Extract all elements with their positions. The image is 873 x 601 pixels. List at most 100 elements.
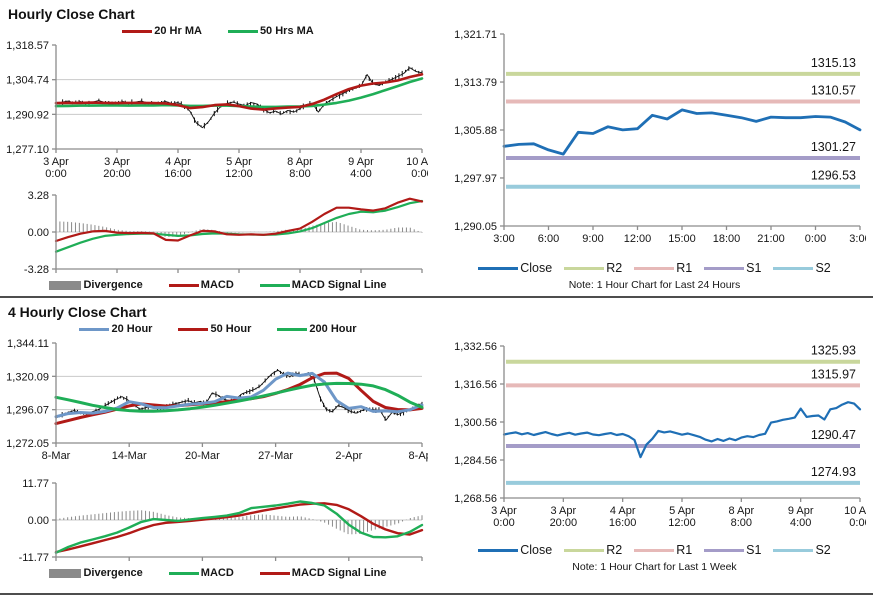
hourly-price-x-tick: 4:00 — [350, 168, 371, 180]
pivot-1week-x-tick: 8 Apr — [728, 505, 754, 517]
hourly-price-x-tick: 4 Apr — [165, 156, 191, 168]
pivot-24h-x-tick: 15:00 — [668, 233, 696, 245]
pivot-1week-x-tick: 20:00 — [550, 517, 578, 529]
legend-item-r2: R2 — [564, 543, 622, 557]
legend-label: S2 — [815, 261, 831, 275]
four-hourly-section: 4 Hourly Close Chart 20 Hour 50 Hour 200 H… — [0, 298, 873, 595]
legend-label: R1 — [676, 543, 693, 557]
legend-swatch — [478, 266, 519, 270]
hourly-price-x-tick: 8 Apr — [287, 156, 313, 168]
legend-item-divergence: Divergence — [49, 567, 143, 579]
legend-swatch — [634, 266, 675, 270]
legend-swatch — [122, 29, 153, 33]
hourly-macd-series-macd — [54, 197, 424, 243]
level-label-r1: 1310.57 — [811, 84, 856, 98]
legend-swatch — [259, 571, 290, 575]
legend-label: S1 — [746, 543, 762, 557]
pivot-24h-y-tick: 1,290.05 — [454, 221, 497, 233]
hourly-price-x-tick: 16:00 — [164, 168, 192, 180]
fourhourly-macd-series-macd — [54, 500, 424, 554]
fourhourly-price-x-tick: 2-Apr — [335, 450, 362, 462]
legend-label: R1 — [676, 261, 693, 275]
level-label-r2: 1325.93 — [811, 344, 856, 358]
pivot-24h-chart: 1315.13 1310.57 1301.27 1296.53 1,321.71 1,31… — [454, 29, 866, 245]
pivot-1week-x-tick: 0:00 — [493, 517, 514, 529]
legend-item-20-hr-ma: 20 Hr MA — [122, 25, 202, 37]
pivot-1week-x-tick: 12:00 — [668, 517, 696, 529]
pivot-24h-x-tick: 21:00 — [757, 233, 785, 245]
legend-swatch — [634, 548, 675, 552]
legend-swatch — [168, 283, 199, 287]
legend-swatch — [704, 548, 745, 552]
pivot-1week-x-tick: 16:00 — [609, 517, 637, 529]
legend-item-s2: S2 — [773, 261, 831, 275]
legend-label: S2 — [815, 543, 831, 557]
legend-item-20-hour: 20 Hour — [79, 323, 152, 335]
legend-swatch — [478, 548, 519, 552]
pivot-1week-y-tick: 1,332.56 — [454, 341, 497, 353]
level-label-s2: 1296.53 — [811, 169, 856, 183]
legend-swatch — [178, 327, 209, 331]
pivot-1week-x-tick: 3 Apr — [491, 505, 517, 517]
pivot-1week-panel: 1325.93 1315.97 1290.47 1274.93 1,332.56 1,31… — [436, 298, 873, 593]
pivot-1week-x-tick: 8:00 — [731, 517, 752, 529]
fourhourly-price-x-tick: 8-Apr — [409, 450, 428, 462]
pivot-24h-panel: 1315.13 1310.57 1301.27 1296.53 1,321.71 1,31… — [436, 0, 873, 296]
level-label-r2: 1315.13 — [811, 56, 856, 70]
legend-label: Divergence — [83, 567, 143, 579]
fourhourly-price-series-200-hour — [54, 381, 424, 413]
legend-swatch — [227, 29, 258, 33]
legend-label: MACD — [200, 567, 234, 579]
hourly-price-x-tick: 8:00 — [289, 168, 310, 180]
hourly-price-x-tick: 3 Apr — [104, 156, 130, 168]
legend-item-r2: R2 — [564, 261, 622, 275]
legend-label: R2 — [606, 261, 623, 275]
four-hourly-price-legend: 20 Hour 50 Hour 200 Hour — [0, 321, 436, 337]
fourhourly-price-x-tick: 8-Mar — [42, 450, 71, 462]
pivot-24h-x-tick: 6:00 — [538, 233, 559, 245]
fourhourly-macd-y-tick: 0.00 — [28, 515, 49, 527]
pivot-1week-x-tick: 9 Apr — [788, 505, 814, 517]
hourly-price-legend: 20 Hr MA 50 Hrs MA — [0, 23, 436, 39]
pivot-24h-series-close — [502, 108, 862, 156]
legend-label: 50 Hrs MA — [259, 25, 314, 37]
pivot-1week-y-tick: 1,268.56 — [454, 493, 497, 505]
legend-label: MACD — [200, 279, 234, 291]
fourhourly-macd-y-tick: -11.77 — [19, 552, 49, 564]
legend-label: S1 — [746, 261, 762, 275]
pivot-24h-x-tick: 18:00 — [713, 233, 741, 245]
legend-label: Close — [520, 261, 553, 275]
hourly-price-x-tick: 12:00 — [225, 168, 253, 180]
legend-label: MACD Signal Line — [291, 567, 387, 579]
hourly-section: Hourly Close Chart 20 Hr MA 50 Hrs MA 1,3… — [0, 0, 873, 298]
pivot-1week-x-tick: 10 Apr — [844, 505, 866, 517]
pivot-24h-note: Note: 1 Hour Chart for Last 24 Hours — [568, 279, 741, 291]
hourly-macd-chart: 3.28 0.00 -3.28 — [24, 190, 424, 276]
pivot-1week-y-tick: 1,316.56 — [454, 379, 497, 391]
pivot-1week-note: Note: 1 Hour Chart for Last 1 Week — [572, 561, 737, 573]
legend-item-macd-signal-line: MACD Signal Line — [259, 279, 387, 291]
legend-item-200-hour: 200 Hour — [277, 323, 357, 335]
pivot-24h-x-tick: 12:00 — [624, 233, 652, 245]
level-label-s2: 1274.93 — [811, 465, 856, 479]
hourly-price-x-tick: 20:00 — [103, 168, 131, 180]
legend-swatch — [49, 568, 82, 578]
legend-item-macd: MACD — [168, 279, 234, 291]
legend-item-close: Close — [478, 261, 552, 275]
legend-label: R2 — [606, 543, 623, 557]
fourhourly-macd-y-tick: 11.77 — [22, 478, 49, 490]
pivot-1week-y-tick: 1,284.56 — [454, 455, 497, 467]
pivot-1week-x-tick: 4 Apr — [610, 505, 636, 517]
legend-label: Close — [520, 543, 553, 557]
legend-label: Divergence — [83, 279, 143, 291]
hourly-macd-y-tick: 0.00 — [28, 227, 49, 239]
legend-label: 200 Hour — [309, 323, 357, 335]
pivot-1week-series-close — [502, 401, 862, 459]
legend-swatch — [79, 327, 110, 331]
legend-swatch — [773, 266, 814, 270]
legend-label: 20 Hr MA — [154, 25, 202, 37]
legend-item-macd: MACD — [168, 567, 234, 579]
pivot-1week-chart: 1325.93 1315.97 1290.47 1274.93 1,332.56 1,31… — [454, 341, 866, 529]
fourhourly-price-x-tick: 14-Mar — [112, 450, 147, 462]
legend-item-close: Close — [478, 543, 552, 557]
